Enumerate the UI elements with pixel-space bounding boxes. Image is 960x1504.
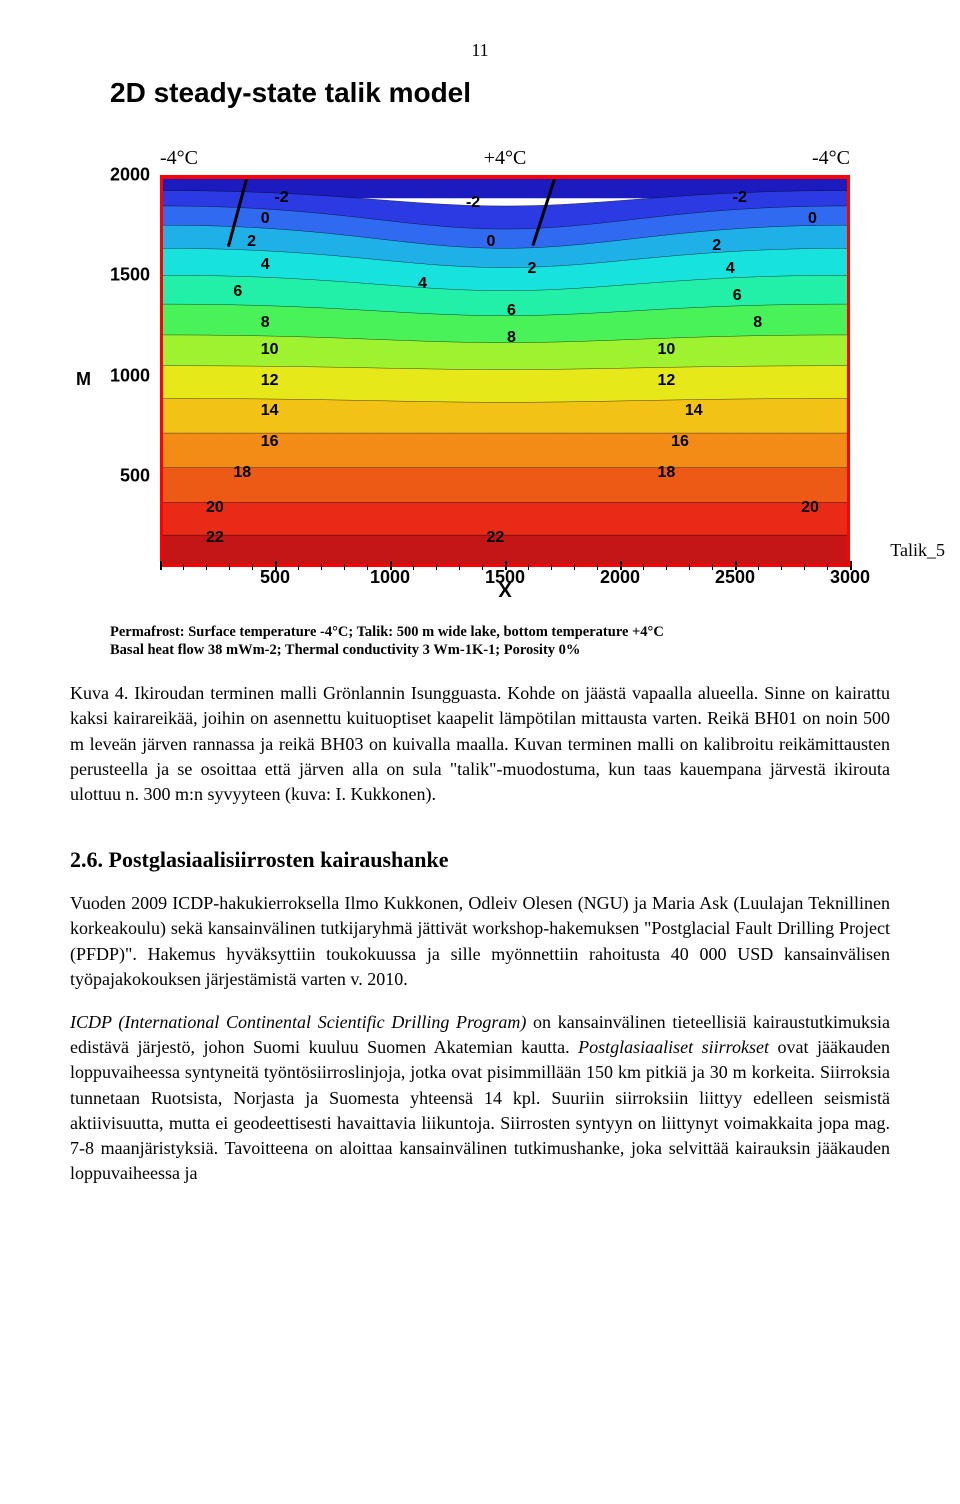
chart-area: -4°C +4°C -4°C "BH03" "BH01" 20001500100… (70, 117, 890, 617)
contour-label: 20 (799, 499, 821, 517)
para2-italic-2: Postglasiaaliset siirrokset (578, 1037, 769, 1057)
contour-label: 10 (655, 341, 677, 359)
contour-label: 22 (204, 529, 226, 547)
contour-label: 18 (231, 464, 253, 482)
contour-label: 2 (245, 233, 258, 251)
contour-label: 4 (259, 256, 272, 274)
contour-label: 2 (710, 237, 723, 255)
body-paragraph-2: ICDP (International Continental Scientif… (70, 1010, 890, 1186)
contour-label: 22 (484, 529, 506, 547)
contour-label: 2 (526, 260, 539, 278)
talik-label: Talik_5 (890, 540, 945, 561)
contour-label: -2 (272, 189, 290, 207)
x-tick-label: 2500 (715, 567, 755, 588)
figure-caption: Kuva 4. Ikiroudan terminen malli Grönlan… (70, 681, 890, 807)
contour-label: 18 (655, 464, 677, 482)
y-tick-label: 2000 (110, 165, 150, 186)
y-tick-label: 500 (120, 466, 150, 487)
y-tick-label: 1500 (110, 265, 150, 286)
permafrost-caption: Permafrost: Surface temperature -4°C; Ta… (110, 623, 890, 659)
x-tick-label: 500 (260, 567, 290, 588)
contour-label: 6 (505, 302, 518, 320)
contour-label: 12 (655, 372, 677, 390)
chart-title: 2D steady-state talik model (110, 77, 890, 109)
contour-label: 12 (259, 372, 281, 390)
plot-area: -20246810121416182022-20246822-202468101… (160, 175, 850, 567)
temp-label-right: -4°C (812, 147, 850, 170)
x-tick-label: 2000 (600, 567, 640, 588)
perma-line-2: Basal heat flow 38 mWm-2; Thermal conduc… (110, 641, 890, 659)
body-paragraph-1: Vuoden 2009 ICDP-hakukierroksella Ilmo K… (70, 891, 890, 992)
y-tick-label: 1000 (110, 366, 150, 387)
contour-label: 8 (751, 314, 764, 332)
contour-label: -2 (731, 189, 749, 207)
section-heading: 2.6. Postglasiaalisiirrosten kairaushank… (70, 847, 890, 873)
contour-label: 4 (416, 275, 429, 293)
x-tick-label: 1500 (485, 567, 525, 588)
contour-label: 16 (259, 433, 281, 451)
contour-label: 16 (669, 433, 691, 451)
temp-label-center: +4°C (484, 147, 527, 170)
temp-label-left: -4°C (160, 147, 198, 170)
contour-label: 8 (259, 314, 272, 332)
contour-label: 0 (259, 210, 272, 228)
contour-label: 0 (806, 210, 819, 228)
x-tick-label: 1000 (370, 567, 410, 588)
contour-label: -2 (464, 194, 482, 212)
y-axis-prefix: M (76, 369, 91, 390)
contour-label: 4 (724, 260, 737, 278)
figure-container: 2D steady-state talik model -4°C +4°C -4… (70, 77, 890, 659)
contour-label: 14 (259, 402, 281, 420)
para2-text-2: ovat jääkauden loppuvaiheessa syntyneitä… (70, 1037, 890, 1183)
contour-label: 6 (231, 283, 244, 301)
contour-label: 0 (484, 233, 497, 251)
y-axis: 200015001000500 (90, 175, 150, 567)
contour-label: 14 (683, 402, 705, 420)
contour-label: 20 (204, 499, 226, 517)
contour-label: 8 (505, 329, 518, 347)
contour-label: 10 (259, 341, 281, 359)
x-axis: X 50010001500200025003000 (160, 567, 850, 597)
temperature-labels-row: -4°C +4°C -4°C (160, 147, 850, 170)
contour-label: 6 (731, 287, 744, 305)
x-tick-label: 3000 (830, 567, 870, 588)
para2-italic-1: ICDP (International Continental Scientif… (70, 1012, 526, 1032)
perma-line-1: Permafrost: Surface temperature -4°C; Ta… (110, 623, 890, 641)
page-number: 11 (70, 40, 890, 61)
